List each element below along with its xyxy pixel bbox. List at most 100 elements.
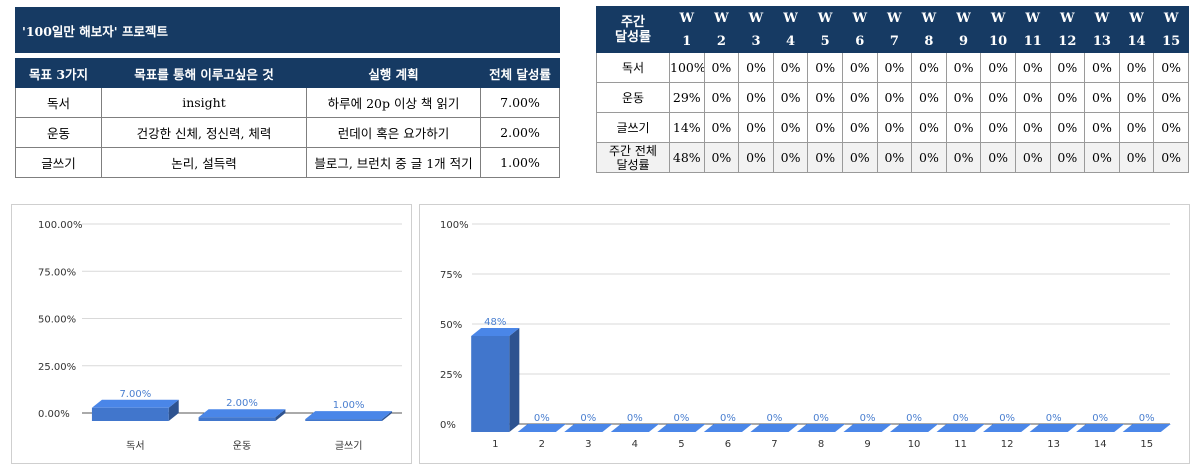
achievement-cell[interactable]: 7.00% <box>479 87 561 118</box>
week-prefix-header: W <box>945 6 982 30</box>
weekly-value-cell[interactable]: 0% <box>772 82 809 113</box>
weekly-value-cell[interactable]: 0% <box>876 112 913 143</box>
weekly-value-cell[interactable]: 0% <box>911 52 947 83</box>
bar-top <box>983 424 1032 432</box>
weekly-value-cell[interactable]: 0% <box>772 142 809 173</box>
bar-front <box>91 407 169 421</box>
weekly-value-cell[interactable]: 0% <box>772 52 809 83</box>
weekly-value-cell[interactable]: 0% <box>911 82 947 113</box>
bar <box>1076 424 1125 432</box>
weekly-value-cell[interactable]: 100% <box>669 52 705 83</box>
bar-top <box>703 424 753 432</box>
weekly-value-cell[interactable]: 0% <box>980 112 1016 143</box>
plan-cell[interactable]: 런데이 혹은 요가하기 <box>306 117 481 148</box>
weekly-value-cell[interactable]: 29% <box>669 82 705 113</box>
weekly-value-cell[interactable]: 0% <box>1084 52 1120 83</box>
weekly-value-cell[interactable]: 0% <box>1118 112 1155 143</box>
weekly-value-cell[interactable]: 0% <box>1014 142 1051 173</box>
goal-cell[interactable]: 글쓰기 <box>15 147 102 178</box>
bar-top <box>471 328 520 336</box>
weekly-value-cell[interactable]: 0% <box>703 52 740 83</box>
weekly-value-cell[interactable]: 0% <box>703 142 740 173</box>
weekly-value-cell[interactable]: 0% <box>738 52 774 83</box>
week-prefix-header: W <box>911 6 947 30</box>
week-prefix-header: W <box>876 6 913 30</box>
weekly-value-cell[interactable]: 0% <box>703 112 740 143</box>
weekly-value-cell[interactable]: 0% <box>807 82 843 113</box>
weekly-value-cell[interactable]: 0% <box>841 112 878 143</box>
achievement-cell[interactable]: 1.00% <box>479 147 561 178</box>
goal-cell[interactable]: 운동 <box>15 117 102 148</box>
bar-top <box>843 424 892 432</box>
weekly-value-cell[interactable]: 0% <box>980 82 1016 113</box>
weekly-value-cell[interactable]: 0% <box>876 82 913 113</box>
x-tick-label: 10 <box>908 439 921 450</box>
data-label: 0% <box>999 413 1015 424</box>
weekly-value-cell[interactable]: 0% <box>1014 82 1051 113</box>
weekly-value-cell[interactable]: 0% <box>807 52 843 83</box>
weekly-value-cell[interactable]: 0% <box>772 112 809 143</box>
weekly-value-cell[interactable]: 0% <box>1153 112 1189 143</box>
bar <box>91 399 179 421</box>
goal-achievement-chart[interactable]: 0.00% 25.00% 50.00% 75.00% 100.00% 7.00% 독서 2.0… <box>11 204 412 464</box>
weekly-value-cell[interactable]: 0% <box>911 142 947 173</box>
purpose-cell[interactable]: insight <box>101 87 307 118</box>
weekly-value-cell[interactable]: 0% <box>1118 52 1155 83</box>
weekly-value-cell[interactable]: 0% <box>1014 52 1051 83</box>
bar-top <box>889 424 939 432</box>
weekly-value-cell[interactable]: 0% <box>841 82 878 113</box>
weekly-achievement-chart[interactable]: 0% 25% 50% 75% 100% 48% 1 0% 2 0% 3 0% 4 0% 5 0% 6 0% 7 0% 8… <box>419 204 1190 464</box>
weekly-value-cell[interactable]: 0% <box>807 112 843 143</box>
week-number-header: 3 <box>738 29 774 53</box>
weekly-value-cell[interactable]: 0% <box>1153 82 1189 113</box>
weekly-value-cell[interactable]: 0% <box>1084 82 1120 113</box>
weekly-value-cell[interactable]: 14% <box>669 112 705 143</box>
purpose-cell[interactable]: 논리, 설득력 <box>101 147 307 178</box>
plan-cell[interactable]: 블로그, 브런치 중 글 1개 적기 <box>306 147 481 178</box>
weekly-value-cell[interactable]: 0% <box>945 142 982 173</box>
weekly-value-cell[interactable]: 0% <box>1153 142 1189 173</box>
weekly-value-cell[interactable]: 0% <box>1049 82 1086 113</box>
weekly-value-cell[interactable]: 0% <box>1084 112 1120 143</box>
weekly-value-cell[interactable]: 0% <box>945 82 982 113</box>
weekly-value-cell[interactable]: 0% <box>911 112 947 143</box>
weekly-value-cell[interactable]: 48% <box>669 142 705 173</box>
weekly-value-cell[interactable]: 0% <box>703 82 740 113</box>
week-number-header: 9 <box>945 29 982 53</box>
weekly-value-cell[interactable]: 0% <box>945 112 982 143</box>
table-row: 독서 100% 0% 0% 0% 0% 0% 0% 0% 0% 0% 0% 0% 0% 0% 0% <box>596 52 1189 83</box>
weekly-value-cell[interactable]: 0% <box>1153 52 1189 83</box>
bar <box>517 424 566 432</box>
weekly-value-cell[interactable]: 0% <box>1014 112 1051 143</box>
weekly-value-cell[interactable]: 0% <box>1084 142 1120 173</box>
x-tick-label: 14 <box>1094 439 1107 450</box>
purpose-cell[interactable]: 건강한 신체, 정신력, 체력 <box>101 117 307 148</box>
weekly-value-cell[interactable]: 0% <box>1049 52 1086 83</box>
weekly-value-cell[interactable]: 0% <box>1118 142 1155 173</box>
bar-top <box>610 424 659 432</box>
weekly-value-cell[interactable]: 0% <box>738 82 774 113</box>
bar-side <box>168 399 179 421</box>
weekly-value-cell[interactable]: 0% <box>841 52 878 83</box>
week-number-header: 12 <box>1049 29 1086 53</box>
weekly-value-cell[interactable]: 0% <box>980 142 1016 173</box>
weekly-value-cell[interactable]: 0% <box>876 142 913 173</box>
weekly-value-cell[interactable]: 0% <box>1118 82 1155 113</box>
achievement-cell[interactable]: 2.00% <box>479 117 561 148</box>
weekly-value-cell[interactable]: 0% <box>1049 112 1086 143</box>
bar-top <box>305 411 393 420</box>
weekly-value-cell[interactable]: 0% <box>980 52 1016 83</box>
weekly-value-cell[interactable]: 0% <box>807 142 843 173</box>
y-tick-label: 0.00% <box>38 409 70 420</box>
weekly-value-cell[interactable]: 0% <box>738 142 774 173</box>
bar-top <box>564 424 613 432</box>
weekly-value-cell[interactable]: 0% <box>738 112 774 143</box>
bar <box>471 328 520 432</box>
goal-cell[interactable]: 독서 <box>15 87 102 118</box>
weekly-value-cell[interactable]: 0% <box>945 52 982 83</box>
weekly-value-cell[interactable]: 0% <box>876 52 913 83</box>
weekly-value-cell[interactable]: 0% <box>841 142 878 173</box>
plan-cell[interactable]: 하루에 20p 이상 책 읽기 <box>306 87 481 118</box>
x-tick-label: 1 <box>492 439 498 450</box>
weekly-value-cell[interactable]: 0% <box>1049 142 1086 173</box>
